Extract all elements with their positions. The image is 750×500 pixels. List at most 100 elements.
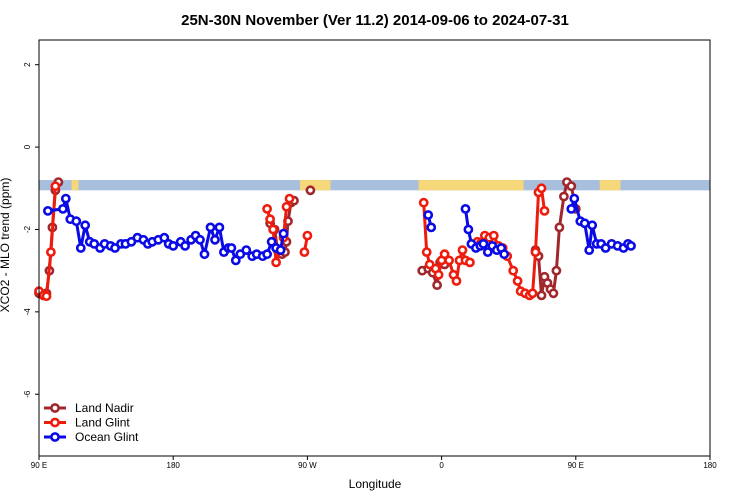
x-tick-label: 90 E [31,461,47,470]
ocean-glint-point [423,210,434,220]
land-nadir-point [548,288,559,299]
ocean-glint-point [460,203,471,214]
ocean-glint-point [482,247,493,257]
ocean-glint-point [230,255,241,266]
ocean-glint-point [584,245,595,255]
land-glint-point [527,288,538,299]
ocean-glint-point [195,234,205,245]
land-glint-point [464,257,475,268]
land-band-1 [299,180,320,191]
land-nadir-point [554,222,565,233]
ocean-glint-point [566,203,577,214]
ocean-glint-point [626,240,636,251]
land-glint-point [421,247,432,257]
x-tick-label: 180 [167,461,181,470]
land-nadir-point [566,181,577,192]
land-band-5 [599,180,621,191]
ocean-glint-point [58,203,68,214]
axes: 90 E 180 90 W 0 90 E 180 2 0 -2 -4 -6 [23,39,717,470]
land-nadir-point [536,290,547,301]
land-glint-point [536,183,547,194]
land-glint-point [271,257,281,268]
legend-label: Land Glint [75,416,130,430]
y-tick-label: 0 [23,144,32,149]
ocean-glint-point [159,232,170,243]
ocean-glint-point [43,205,53,216]
ocean-glint-point [579,218,590,229]
ocean-glint-point [168,240,179,251]
ocean-glint-point [266,236,277,247]
land-glint-point [265,214,275,225]
land-glint-point [530,247,541,257]
ocean-glint-point [587,220,598,231]
ocean-glint-point [71,216,82,227]
legend-item-land-glint: Land Glint [44,416,130,430]
land-nadir-point [559,191,569,202]
ocean-glint-point [499,249,510,260]
land-glint-point [284,193,295,204]
land-glint-point [439,249,450,260]
land-ocean-mask [39,180,710,191]
series-group [34,177,636,302]
ocean-glint-point [210,234,220,245]
y-tick-label: -6 [23,390,32,398]
x-tick-label: 90 E [568,461,584,470]
ocean-glint-point [80,220,91,231]
y-tick-label: 2 [23,62,32,67]
land-glint-point [451,276,462,286]
ocean-glint-point [241,245,252,255]
land-glint-point [444,255,454,266]
legend-label: Land Nadir [75,401,134,415]
land-band-3 [418,180,524,191]
ocean-glint-point [214,222,225,233]
x-axis-title: Longitude [349,477,402,491]
land-glint-point [508,265,519,276]
x-tick-label: 90 W [298,461,317,470]
land-band-2 [317,180,331,191]
y-tick-label: -4 [23,308,32,316]
land-glint-point [299,247,310,257]
ocean-glint-point [60,193,71,204]
ocean-glint-point [478,238,489,249]
y-axis-title: XCO2 - MLO trend (ppm) [0,178,12,313]
land-glint-point [539,205,550,216]
ocean-glint-point [426,222,437,233]
ocean-glint-point [199,249,210,260]
y-tick-label: -2 [23,225,32,233]
ocean-glint-point [463,224,474,235]
land-glint-point [418,197,429,208]
legend-item-ocean-glint: Ocean Glint [44,430,139,444]
ocean-glint-point [205,222,216,233]
land-nadir-point [305,185,316,196]
land-glint-point [262,203,272,214]
legend-marker [50,403,60,413]
legend-item-land-nadir: Land Nadir [44,401,134,415]
ocean-glint-point [262,249,272,260]
ocean-glint-point [180,240,190,251]
land-glint-line-0 [37,186,57,298]
x-tick-label: 180 [703,461,717,470]
land-glint-point [457,245,468,255]
land-nadir-point [551,265,562,276]
land-glint-point [512,276,523,286]
series-land-glint [34,181,550,302]
land-glint-point [268,224,278,235]
land-glint-point [46,247,56,257]
legend-marker [50,417,60,428]
legend-marker [50,432,60,442]
x-tick-label: 0 [439,461,444,470]
land-glint-point [488,230,499,241]
ocean-glint-point [75,243,86,253]
land-band-4 [514,180,521,191]
ocean-glint-point [226,243,237,253]
land-glint-point [433,269,444,280]
land-glint-point [41,291,52,302]
legend-label: Ocean Glint [75,430,139,444]
land-nadir-point [432,280,442,290]
ocean-glint-point [275,245,286,255]
land-band-0 [71,180,79,191]
ocean-glint-point [569,193,580,204]
land-glint-point [281,201,292,212]
